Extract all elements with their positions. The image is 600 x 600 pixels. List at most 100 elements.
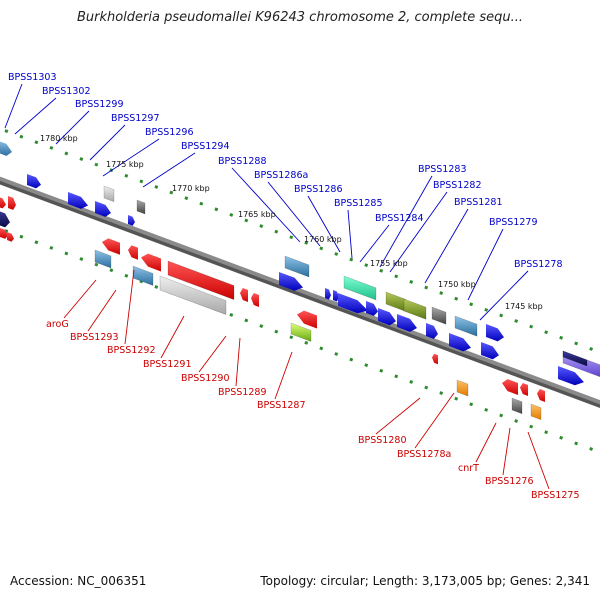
gene-block	[530, 403, 542, 421]
scale-label: 1755 kbp	[370, 259, 408, 268]
gene-arrow	[0, 228, 8, 239]
gene-arrow	[297, 310, 317, 329]
gene-arrow	[558, 366, 584, 386]
gene-block	[403, 298, 427, 320]
gene-arrow	[502, 379, 518, 395]
leader-line	[375, 397, 421, 435]
backbone	[0, 176, 600, 405]
gene-label-BPSS1293[interactable]: BPSS1293	[70, 332, 118, 343]
leader-line	[198, 335, 227, 373]
gene-label-BPSS1278[interactable]: BPSS1278	[514, 259, 562, 270]
scale-label: 1770 kbp	[172, 184, 210, 193]
leader-line	[414, 392, 455, 449]
accession-label: Accession: NC_006351	[10, 574, 147, 588]
leader-line	[231, 167, 301, 243]
gene-block	[454, 315, 478, 337]
gene-block	[132, 265, 154, 286]
leader-line	[55, 110, 90, 145]
gene-block	[511, 397, 523, 415]
gene-label-BPSS1297[interactable]: BPSS1297	[111, 113, 159, 124]
gene-label-BPSS1284[interactable]: BPSS1284	[375, 213, 423, 224]
leader-line	[389, 191, 448, 273]
gene-arrow	[141, 253, 161, 272]
gene-label-BPSS1281[interactable]: BPSS1281	[454, 197, 502, 208]
leader-line	[347, 209, 353, 259]
gene-arrow	[8, 196, 16, 210]
gene-block	[290, 322, 312, 342]
gene-block	[456, 379, 469, 397]
gene-arrow	[481, 342, 499, 360]
gene-arrow	[537, 389, 545, 402]
gene-label-BPSS1299[interactable]: BPSS1299	[75, 99, 123, 110]
gene-arrow	[520, 383, 528, 396]
gene-arrow	[27, 174, 41, 189]
gene-label-BPSS1289[interactable]: BPSS1289	[218, 387, 266, 398]
gene-label-cnrT[interactable]: cnrT	[458, 463, 479, 474]
gene-label-BPSS1280[interactable]: BPSS1280	[358, 435, 406, 446]
leader-line	[424, 208, 469, 284]
gene-label-BPSS1283[interactable]: BPSS1283	[418, 164, 466, 175]
gene-block	[167, 260, 235, 301]
leader-line	[359, 224, 390, 263]
map-title: Burkholderia pseudomallei K96243 chromos…	[76, 10, 524, 25]
leader-line	[379, 175, 433, 268]
gene-label-BPSS1286[interactable]: BPSS1286	[294, 184, 342, 195]
gene-label-BPSS1287[interactable]: BPSS1287	[257, 400, 305, 411]
leader-line	[102, 138, 160, 177]
gene-arrow	[486, 324, 504, 342]
gene-arrow	[102, 238, 120, 255]
gene-label-BPSS1282[interactable]: BPSS1282	[433, 180, 481, 191]
gene-block	[385, 291, 407, 312]
gene-arrow	[95, 201, 111, 217]
leader-line	[14, 97, 57, 135]
gene-label-BPSS1303[interactable]: BPSS1303	[8, 72, 56, 83]
leader-line	[274, 351, 293, 400]
gene-arrow	[338, 293, 368, 314]
gene-arrow	[0, 211, 10, 228]
gene-block	[94, 249, 112, 269]
leader-line	[87, 289, 117, 332]
gene-block	[103, 185, 115, 203]
gene-label-aroG[interactable]: aroG	[46, 319, 69, 330]
gene-arrow	[0, 197, 6, 209]
leader-line	[124, 269, 135, 345]
leader-line	[527, 431, 550, 490]
gene-block	[343, 275, 377, 301]
gene-arrow	[432, 353, 438, 365]
gene-arrow	[7, 232, 14, 242]
leader-line	[142, 152, 196, 188]
scale-label: 1775 kbp	[106, 160, 144, 169]
leader-line	[307, 195, 341, 253]
gene-label-BPSS1291[interactable]: BPSS1291	[143, 359, 191, 370]
gene-arrow	[426, 323, 438, 339]
gene-label-BPSS1302[interactable]: BPSS1302	[42, 86, 90, 97]
gene-label-BPSS1276[interactable]: BPSS1276	[485, 476, 533, 487]
leader-line	[475, 422, 497, 463]
gene-block	[136, 199, 146, 215]
gene-arrow	[251, 293, 259, 307]
leader-line	[502, 427, 511, 476]
gene-arrow	[240, 288, 248, 302]
gene-label-BPSS1294[interactable]: BPSS1294	[181, 141, 229, 152]
gene-label-BPSS1286a[interactable]: BPSS1286a	[254, 170, 308, 181]
leader-line	[467, 228, 504, 301]
gene-block	[431, 306, 447, 325]
leader-line	[63, 279, 97, 319]
gene-label-BPSS1296[interactable]: BPSS1296	[145, 127, 193, 138]
gene-arrow	[366, 301, 378, 316]
scale-label: 1745 kbp	[505, 302, 543, 311]
gene-label-BPSS1278a[interactable]: BPSS1278a	[397, 449, 451, 460]
gene-label-BPSS1290[interactable]: BPSS1290	[181, 373, 229, 384]
gene-arrow	[68, 192, 88, 209]
scale-label: 1750 kbp	[438, 280, 476, 289]
gene-block	[159, 275, 227, 316]
gene-label-BPSS1288[interactable]: BPSS1288	[218, 156, 266, 167]
gene-arrow	[333, 290, 339, 302]
gene-label-BPSS1285[interactable]: BPSS1285	[334, 198, 382, 209]
gene-label-BPSS1275[interactable]: BPSS1275	[531, 490, 579, 501]
scale-label: 1760 kbp	[304, 235, 342, 244]
gene-label-BPSS1292[interactable]: BPSS1292	[107, 345, 155, 356]
gene-label-BPSS1279[interactable]: BPSS1279	[489, 217, 537, 228]
